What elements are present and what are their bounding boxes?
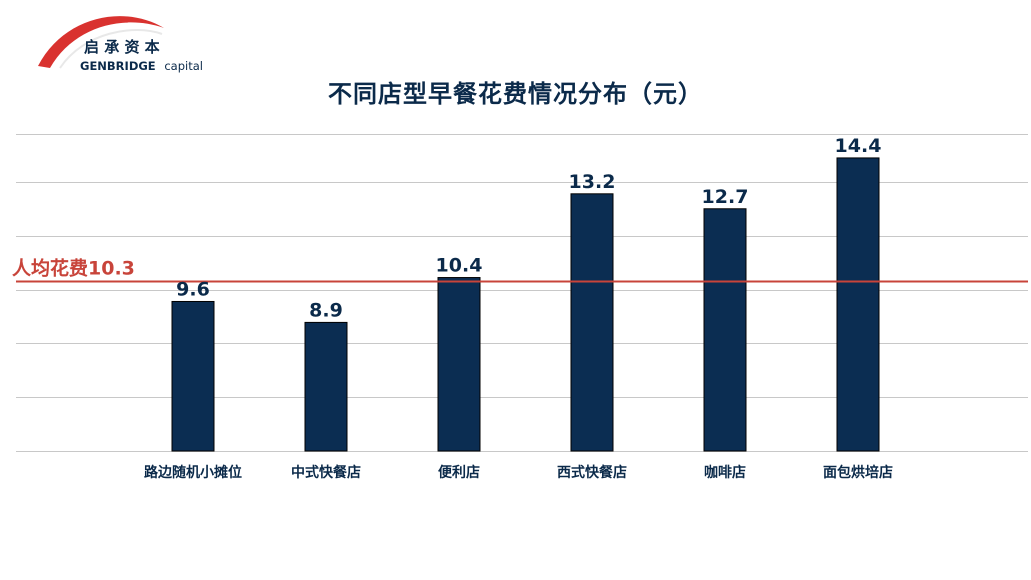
- data-labels: 9.6 8.9 10.4 13.2 12.7 14.4: [176, 135, 881, 321]
- brand-name-en-bold: GENBRIDGE: [80, 59, 156, 73]
- category-label-2: 便利店: [438, 464, 480, 481]
- data-label-1: 8.9: [309, 299, 343, 321]
- bars: [171, 157, 880, 452]
- data-label-0: 9.6: [176, 278, 210, 300]
- bridge-arch-icon: [38, 16, 164, 68]
- category-label-3: 西式快餐店: [557, 464, 627, 481]
- bridge-arch-inner-icon: [59, 29, 163, 69]
- category-label-1: 中式快餐店: [291, 464, 361, 481]
- chart-title: 不同店型早餐花费情况分布（元）: [328, 80, 703, 108]
- brand-logo: 启 承 资 本 GENBRIDGE capital: [38, 16, 203, 73]
- data-label-2: 10.4: [436, 255, 483, 277]
- bar-0: [171, 300, 215, 452]
- bar-4: [703, 208, 747, 452]
- brand-name-cn: 启 承 资 本: [84, 38, 160, 56]
- bar-2: [437, 277, 481, 452]
- bar-5: [836, 157, 880, 452]
- data-label-3: 13.2: [569, 171, 616, 193]
- data-label-4: 12.7: [702, 186, 749, 208]
- category-label-4: 咖啡店: [704, 464, 746, 481]
- brand-name-en: GENBRIDGE capital: [80, 59, 203, 73]
- category-label-5: 面包烘培店: [823, 464, 893, 481]
- data-label-5: 14.4: [835, 135, 882, 157]
- category-label-0: 路边随机小摊位: [144, 464, 242, 481]
- brand-name-en-light: capital: [164, 59, 203, 73]
- reference-line-label: 人均花费10.3: [12, 257, 135, 280]
- category-labels: 路边随机小摊位 中式快餐店 便利店 西式快餐店 咖啡店 面包烘培店: [144, 464, 893, 481]
- bar-3: [570, 193, 614, 452]
- reference-line-group: 人均花费10.3: [12, 257, 1028, 283]
- bar-1: [304, 321, 348, 452]
